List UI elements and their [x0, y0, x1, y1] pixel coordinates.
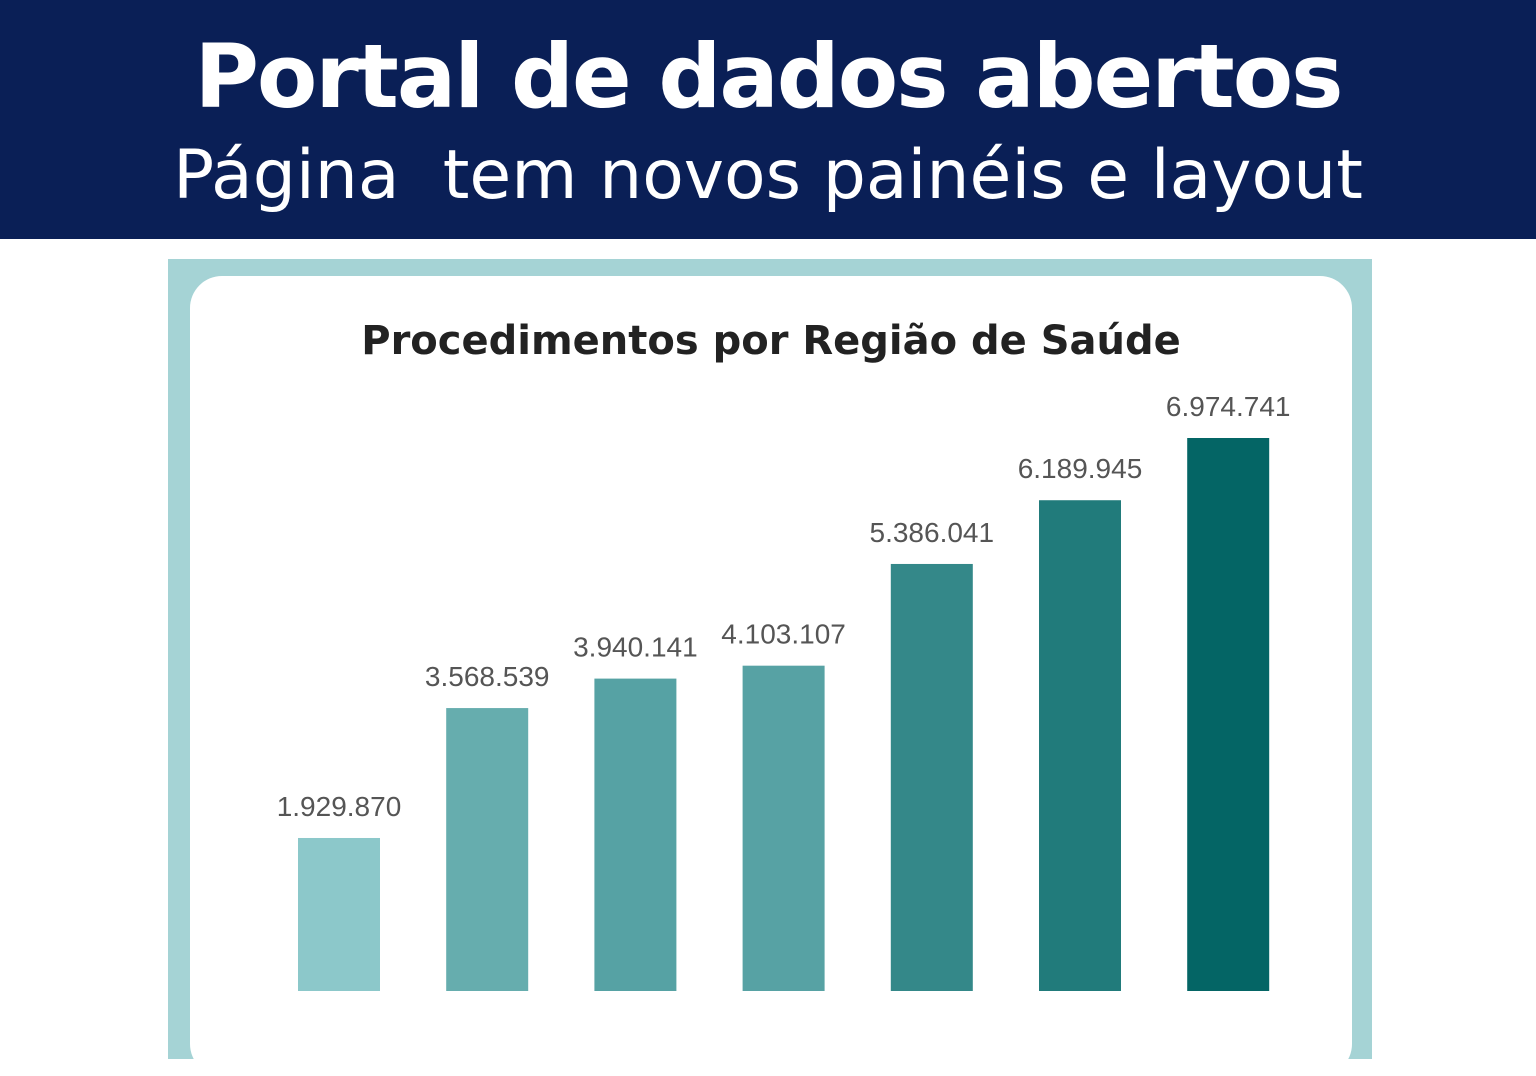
bar-6 [1039, 500, 1121, 991]
data-label-6: 6.189.945 [1018, 453, 1143, 484]
headline: Portal de dados abertos [194, 25, 1343, 128]
data-label-4: 4.103.107 [721, 619, 846, 650]
bar-chart: 1.929.870 3.568.539 3.940.141 4.103.107 5.38… [277, 391, 1291, 991]
bar-1 [298, 837, 380, 991]
bar-2 [446, 708, 529, 991]
data-label-2: 3.568.539 [425, 661, 550, 692]
data-label-3: 3.940.141 [573, 632, 698, 663]
chart-card: Procedimentos por Região de Saúde 1.929.… [190, 276, 1352, 1076]
data-label-5: 5.386.041 [870, 517, 995, 548]
bar-7 [1187, 438, 1270, 991]
bar-4 [742, 665, 825, 991]
subheadline: Página tem novos painéis e layout [173, 136, 1363, 215]
chart-title: Procedimentos por Região de Saúde [361, 318, 1181, 364]
data-label-1: 1.929.870 [277, 791, 402, 822]
bar-3 [594, 678, 677, 991]
chart-frame: Procedimentos por Região de Saúde 1.929.… [168, 259, 1372, 1076]
bar-5 [890, 563, 973, 991]
data-label-7: 6.974.741 [1166, 391, 1291, 422]
header-banner: Portal de dados abertos Página tem novos… [0, 0, 1536, 239]
